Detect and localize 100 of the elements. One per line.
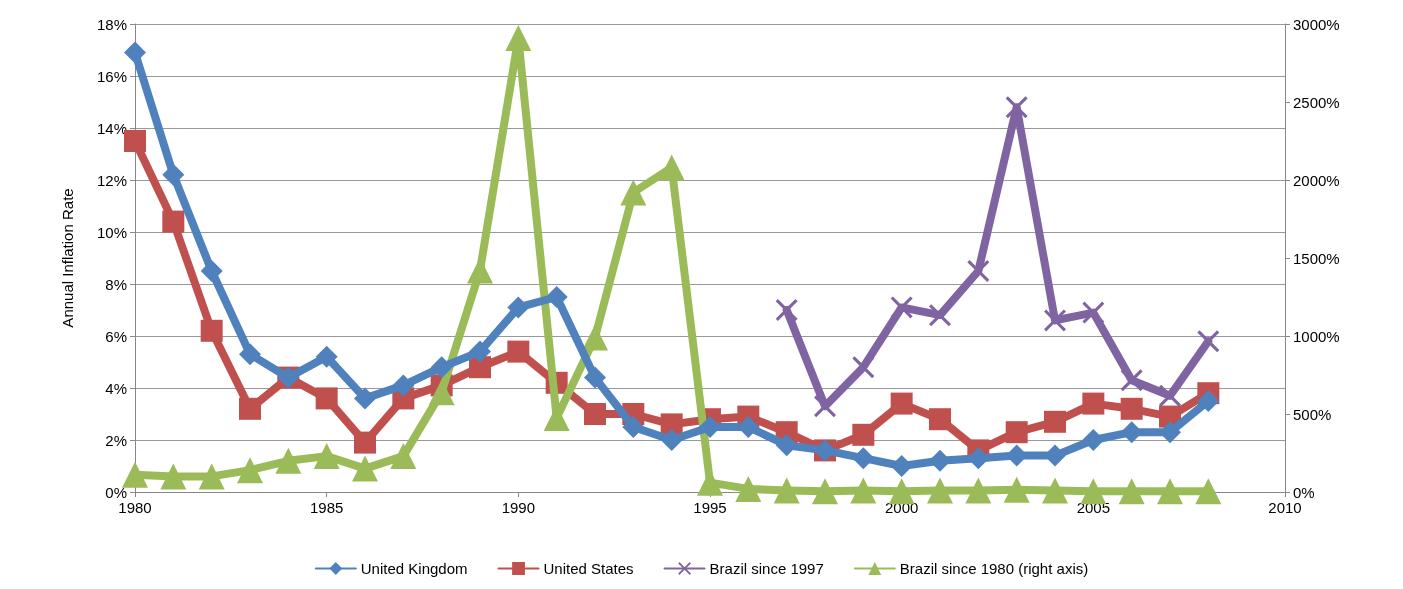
x-tick-label: 2010	[1268, 499, 1302, 516]
point	[1118, 478, 1145, 505]
legend-label: Brazil since 1997	[709, 560, 824, 577]
point	[1005, 421, 1028, 444]
point	[658, 154, 685, 181]
point	[850, 477, 877, 504]
point	[1042, 477, 1068, 504]
point	[775, 434, 798, 457]
point	[1120, 369, 1143, 392]
point	[507, 340, 530, 363]
point	[237, 457, 263, 484]
point	[852, 356, 875, 379]
point	[584, 403, 606, 425]
x-tick-label: 1990	[501, 499, 536, 516]
point	[430, 356, 453, 379]
y-axis-title: Annual Inflation Rate	[59, 188, 76, 328]
point	[354, 387, 376, 410]
y-tick-label: 6%	[105, 327, 127, 345]
point	[124, 41, 146, 64]
y2-tick-label: 2500%	[1293, 93, 1340, 111]
point	[507, 296, 530, 319]
y2-tick-label: 3000%	[1293, 15, 1340, 33]
point	[1080, 478, 1107, 505]
point	[239, 397, 261, 420]
point	[469, 340, 491, 363]
point	[239, 343, 261, 366]
point	[967, 260, 990, 282]
y-tick-label: 2%	[105, 431, 127, 449]
y-tick-label: 8%	[105, 275, 127, 293]
point	[162, 163, 185, 186]
point	[622, 416, 645, 438]
y-tick-label: 12%	[96, 171, 127, 189]
x-tick-label: 1980	[118, 499, 152, 516]
point	[352, 455, 378, 482]
point	[929, 449, 951, 472]
point	[275, 447, 302, 474]
point	[315, 387, 338, 410]
point	[1005, 96, 1028, 119]
point	[929, 304, 951, 327]
point	[1157, 478, 1183, 505]
y2-tick-label: 2000%	[1293, 171, 1340, 189]
legend-label: United Kingdom	[360, 560, 468, 577]
point	[814, 395, 836, 418]
point	[200, 260, 223, 282]
x-tick-label: 1985	[309, 499, 344, 516]
point	[890, 296, 913, 319]
point	[582, 324, 608, 351]
legend-label: United States	[543, 560, 634, 577]
x-tick-label: 1995	[693, 499, 727, 516]
point	[1159, 384, 1181, 407]
point	[890, 455, 913, 477]
point	[929, 408, 951, 431]
point	[200, 319, 223, 342]
point	[967, 447, 990, 470]
point	[620, 179, 647, 206]
y2-tick-label: 1000%	[1293, 327, 1340, 345]
point	[1044, 309, 1066, 332]
point	[1120, 397, 1143, 420]
y-tick-label: 16%	[96, 67, 127, 85]
point	[1082, 392, 1105, 415]
point	[888, 478, 915, 505]
point	[584, 366, 606, 389]
point	[735, 475, 762, 502]
point	[392, 374, 415, 397]
point	[428, 379, 455, 406]
point	[812, 478, 838, 505]
point	[660, 429, 683, 451]
point	[852, 447, 875, 470]
point	[315, 345, 338, 368]
point	[890, 392, 913, 415]
point	[354, 431, 376, 454]
point	[545, 286, 568, 308]
point	[160, 463, 187, 490]
point	[965, 477, 992, 504]
legend-label: Brazil since 1980 (right axis)	[899, 560, 1089, 577]
y-tick-label: 18%	[96, 15, 127, 33]
point	[162, 210, 185, 233]
y-tick-label: 0%	[105, 483, 127, 501]
point	[1197, 390, 1220, 412]
point	[390, 443, 417, 470]
y2-tick-label: 0%	[1293, 483, 1315, 501]
point	[1082, 301, 1105, 324]
point	[1003, 476, 1030, 503]
point	[1195, 478, 1222, 505]
point	[313, 443, 340, 470]
point	[927, 477, 953, 504]
point	[1159, 421, 1181, 444]
point	[852, 423, 875, 446]
point	[122, 461, 148, 488]
point	[1197, 330, 1220, 353]
y-tick-label: 10%	[96, 223, 127, 241]
point	[1044, 410, 1066, 433]
y2-tick-label: 500%	[1293, 405, 1332, 423]
point	[198, 463, 225, 490]
y-tick-label: 4%	[105, 379, 127, 397]
point	[775, 299, 798, 321]
point	[505, 25, 532, 52]
point	[773, 477, 800, 504]
point	[1044, 444, 1066, 467]
point	[1082, 429, 1105, 451]
